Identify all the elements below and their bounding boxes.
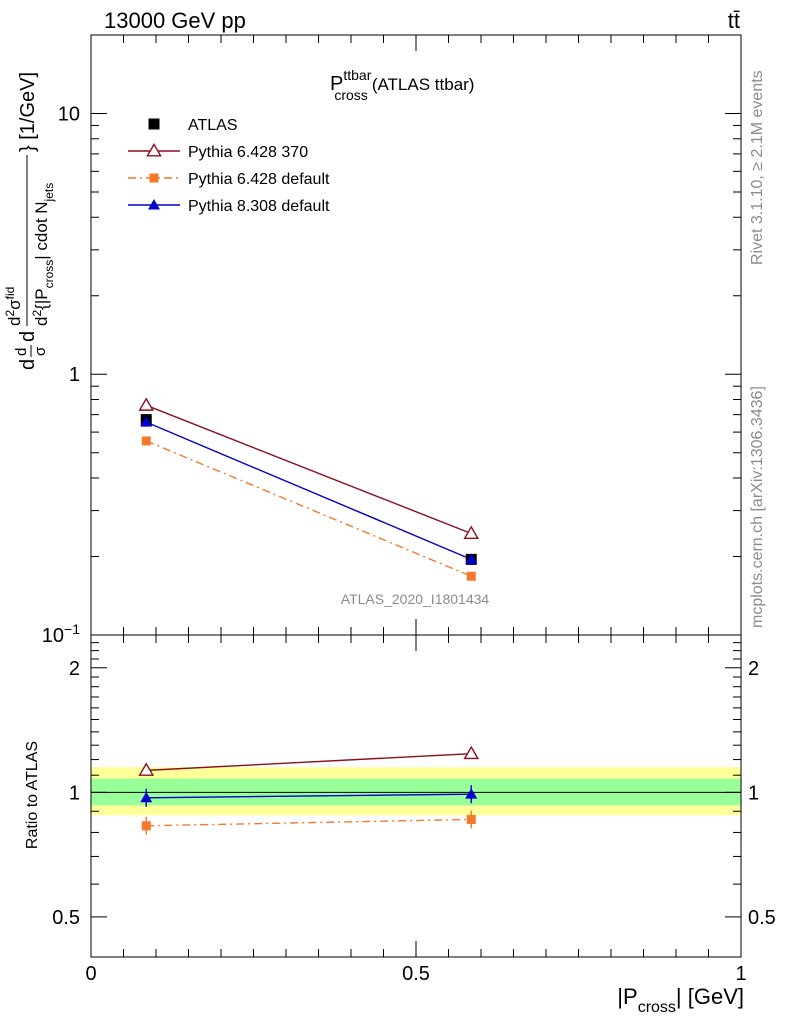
main-marker-p8_default bbox=[465, 553, 478, 564]
ylabel-pcross: {|P bbox=[32, 288, 51, 309]
plot-title-sub: cross bbox=[334, 87, 367, 103]
ylabel-frac-den: σ bbox=[32, 346, 49, 356]
legend-marker-atlas bbox=[148, 118, 160, 130]
main-marker-p8_default bbox=[140, 416, 153, 427]
plot-title: Pttbar cross (ATLAS ttbar) bbox=[330, 67, 474, 103]
ratio-marker-p8_default bbox=[140, 791, 153, 803]
ratio-line-p6_default bbox=[146, 818, 472, 827]
plot-title-main: P bbox=[330, 73, 343, 95]
energy-label: 13000 GeV pp bbox=[104, 8, 246, 33]
ylabel-d2sig: d bbox=[5, 317, 24, 326]
plot-title-sup: ttbar bbox=[343, 67, 371, 83]
ratio-uncertainty-band bbox=[91, 767, 741, 816]
ratio-line-p8_default bbox=[146, 793, 472, 799]
xtick-label: 1 bbox=[735, 963, 746, 985]
ratio-series-group bbox=[138, 745, 480, 835]
mcplots-label: mcplots.cern.ch [arXiv:1306.3436] bbox=[749, 386, 766, 628]
main-marker-p6_370 bbox=[463, 525, 480, 540]
main-ytick-label: 10−1 bbox=[42, 621, 80, 647]
main-marker-p6_370 bbox=[138, 397, 155, 411]
xaxis-label: |Pcross| [GeV] bbox=[617, 984, 744, 1016]
ylabel-d2: d bbox=[17, 331, 39, 342]
xtick-label: 0 bbox=[85, 963, 96, 985]
legend-marker-p8_default bbox=[148, 199, 160, 210]
main-series-group bbox=[138, 397, 480, 581]
ylabel-cdot: | cdot N bbox=[32, 201, 51, 259]
xtick-label: 0.5 bbox=[402, 963, 430, 985]
ylabel-d2sig-sup: 2 bbox=[3, 310, 17, 317]
ratio-panel: 0.5 0.5 1 1 2 2 Ratio to ATLAS bbox=[24, 634, 776, 958]
ratio-ytick-label-left: 2 bbox=[69, 658, 80, 680]
legend-marker-p6_370 bbox=[146, 143, 162, 157]
main-ytick-label: 1 bbox=[69, 364, 80, 386]
process-label: tt̄ bbox=[728, 8, 740, 33]
ylabel-sigfid: σ bbox=[5, 299, 24, 310]
main-marker-p6_default bbox=[466, 571, 476, 581]
ratio-marker-p6_default bbox=[466, 814, 476, 824]
legend: ATLAS Pythia 6.428 370 Pythia 6.428 defaul… bbox=[128, 117, 330, 215]
main-ytick-label: 10 bbox=[58, 103, 80, 125]
plot-title-suffix: (ATLAS ttbar) bbox=[372, 75, 475, 94]
ylabel-jets-sub: jets bbox=[42, 183, 56, 203]
main-line-p6_370 bbox=[145, 404, 472, 535]
main-marker-p6_default bbox=[141, 436, 151, 446]
ratio-yaxis-label: Ratio to ATLAS bbox=[24, 741, 41, 849]
legend-label-atlas: ATLAS bbox=[188, 117, 238, 134]
ratio-axis-ticks: 0.5 0.5 1 1 2 2 bbox=[52, 635, 776, 958]
ratio-ytick-label-right: 2 bbox=[748, 658, 759, 680]
x-tick-labels: 0 0.5 1 bbox=[85, 963, 746, 985]
main-line-p8_default bbox=[145, 421, 472, 561]
legend-label-p8_default: Pythia 8.308 default bbox=[188, 198, 330, 215]
ratio-marker-p6_default bbox=[141, 821, 151, 831]
svg-text:d2{|Pcross| cdot Njets: d2{|Pcross| cdot Njets bbox=[30, 183, 56, 326]
ylabel-units: } [1/GeV] bbox=[17, 72, 39, 152]
ratio-line-p6_370 bbox=[146, 752, 472, 772]
ylabel-d2b-sup: 2 bbox=[30, 310, 44, 317]
main-panel: 10−1 1 10 Pttbar cross (ATLAS ttbar) ATLAS Py… bbox=[3, 34, 742, 647]
xlabel-sub: cross bbox=[638, 999, 676, 1016]
ylabel-frac-num: d bbox=[13, 348, 30, 356]
ratio-marker-p6_370 bbox=[463, 745, 480, 760]
legend-label-p6_370: Pythia 6.428 370 bbox=[188, 144, 308, 161]
ratio-ytick-label-left: 0.5 bbox=[52, 907, 80, 929]
main-yaxis-label: d d σ d d2σfid d2{|Pcross| cdot Njets } … bbox=[3, 72, 56, 370]
xlabel-pre: |P bbox=[617, 984, 637, 1009]
main-line-p6_default bbox=[145, 440, 472, 577]
ylabel-d1: d bbox=[17, 359, 39, 370]
legend-label-p6_default: Pythia 6.428 default bbox=[188, 171, 330, 188]
xlabel-post: | [GeV] bbox=[676, 984, 744, 1009]
analysis-label: ATLAS_2020_I1801434 bbox=[341, 591, 490, 607]
ratio-marker-p8_default bbox=[465, 788, 478, 799]
legend-marker-p6_default bbox=[149, 173, 159, 183]
ratio-ytick-label-right: 1 bbox=[748, 782, 759, 804]
ylabel-fid: fid bbox=[3, 287, 17, 300]
ylabel-d2b: d bbox=[32, 317, 51, 326]
rivet-version-label: Rivet 3.1.10, ≥ 2.1M events bbox=[749, 70, 766, 265]
main-axis-ticks: 10−1 1 10 bbox=[42, 34, 742, 647]
ratio-ytick-label-left: 1 bbox=[69, 782, 80, 804]
svg-text:d: d bbox=[17, 359, 39, 370]
ratio-ytick-label-right: 0.5 bbox=[748, 907, 776, 929]
ylabel-cross-sub: cross bbox=[42, 260, 56, 289]
ratio-marker-p6_370 bbox=[138, 762, 155, 776]
svg-text:d2σfid: d2σfid bbox=[3, 287, 24, 326]
